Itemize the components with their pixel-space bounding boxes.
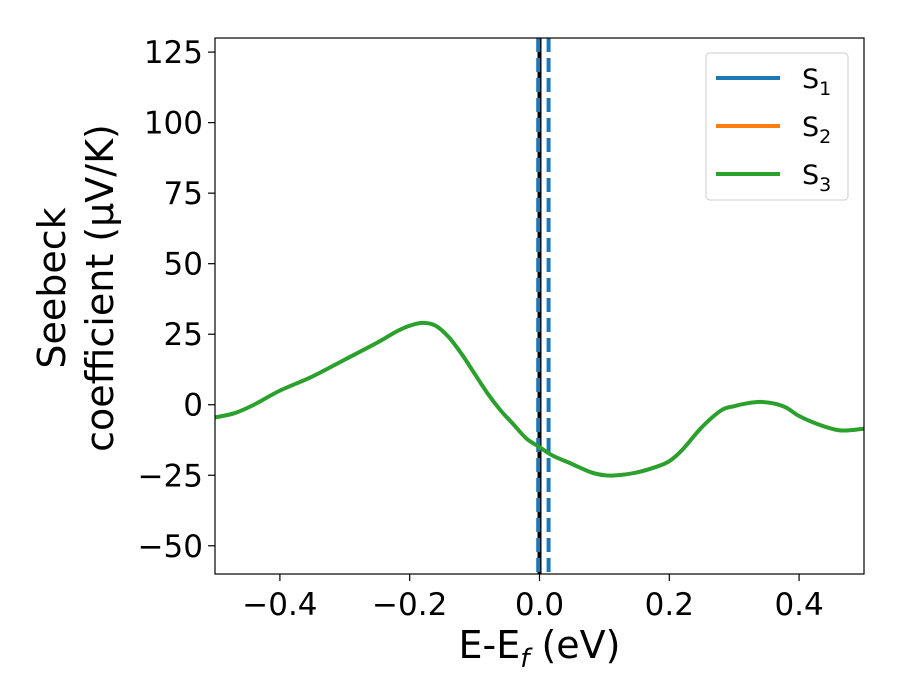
y-tick-label: 75: [164, 176, 203, 212]
y-tick-label: 25: [164, 317, 203, 353]
y-tick-label: −50: [138, 529, 203, 565]
y-tick-label: 100: [144, 106, 203, 142]
y-axis-title-line1: Seebeck: [30, 207, 74, 368]
x-tick-label: 0.2: [645, 587, 694, 623]
y-axis: −50 −25 0 25 50 75 100 125: [138, 35, 215, 565]
legend: S1 S2 S3: [705, 52, 849, 201]
legend-label: S1: [802, 64, 831, 100]
y-tick-label: 125: [144, 35, 203, 71]
x-axis-title-unit: (eV): [529, 623, 620, 667]
y-axis-title-line2: coefficient (μV/K): [78, 124, 122, 452]
x-tick-label: 0.4: [774, 587, 823, 623]
legend-label: S3: [802, 160, 831, 196]
series-line-0: [215, 320, 864, 478]
x-axis-title-main: E-E: [459, 623, 521, 667]
x-tick-label: −0.4: [242, 587, 317, 623]
y-tick-label: 0: [183, 388, 203, 424]
legend-label: S2: [802, 112, 831, 148]
x-tick-label: 0.0: [515, 587, 564, 623]
x-axis-title: E-Ef (eV): [459, 623, 621, 674]
x-axis: −0.4 −0.2 0.0 0.2 0.4: [242, 574, 824, 623]
plot-marks: [215, 38, 864, 574]
y-tick-label: −25: [138, 458, 203, 494]
y-axis-title: Seebeck coefficient (μV/K): [30, 124, 122, 452]
y-tick-label: 50: [164, 247, 203, 283]
x-tick-label: −0.2: [372, 587, 447, 623]
